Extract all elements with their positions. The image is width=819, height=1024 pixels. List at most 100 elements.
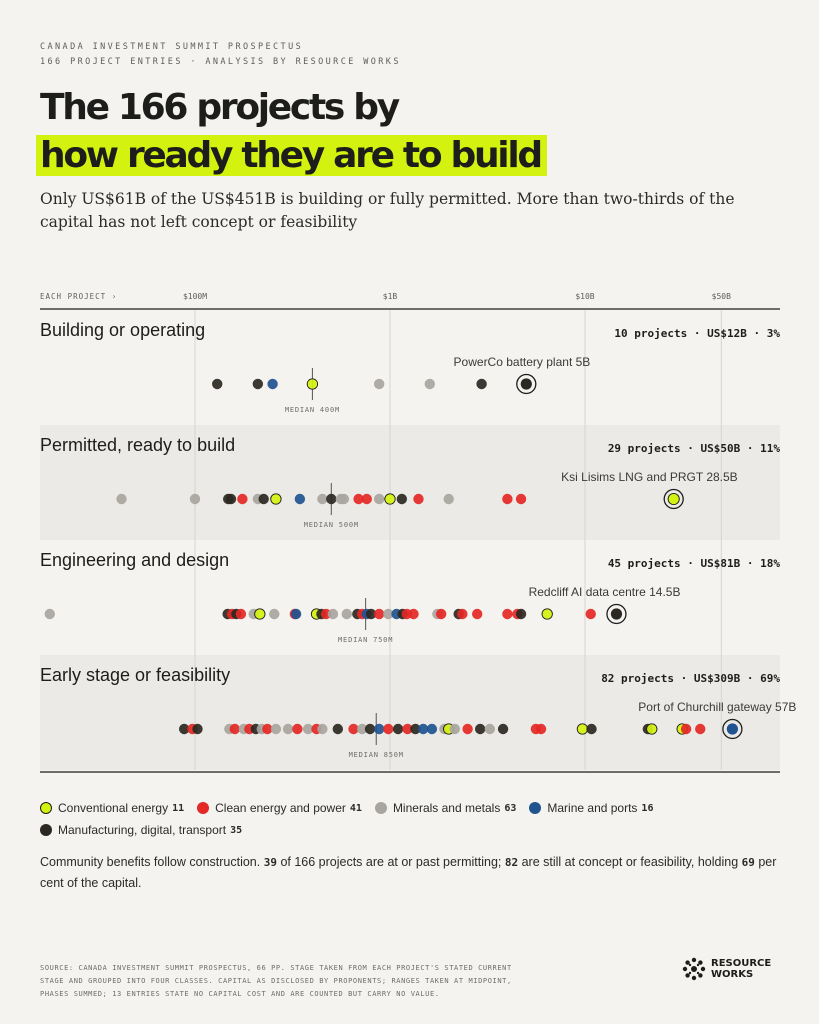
logo-line-1: RESOURCE xyxy=(711,958,772,969)
legend-count: 11 xyxy=(172,802,185,814)
data-point xyxy=(326,493,337,505)
title-line-2: how ready they are to build xyxy=(36,134,547,178)
data-point xyxy=(462,723,473,735)
legend-swatch xyxy=(374,802,387,814)
resource-works-logo: RESOURCE WORKS xyxy=(682,957,771,981)
legend-label: Clean energy and power xyxy=(215,801,346,815)
data-point xyxy=(396,493,408,505)
row-label: Permitted, ready to build xyxy=(40,435,235,455)
data-point xyxy=(426,723,438,735)
note-number-1: 39 xyxy=(263,856,277,869)
data-point xyxy=(282,723,294,735)
note-text-4: per cent of the capital. xyxy=(40,855,777,890)
data-point xyxy=(502,493,513,505)
data-point xyxy=(116,493,127,505)
highlight-ring xyxy=(663,488,684,510)
data-point xyxy=(338,493,350,505)
data-point xyxy=(356,723,368,735)
data-point xyxy=(484,723,496,735)
legend-label: Minerals and metals xyxy=(392,801,501,815)
data-point xyxy=(189,493,201,505)
data-point xyxy=(373,723,385,735)
data-point xyxy=(373,608,385,620)
subtitle: Only US$61B of the US$451B is building o… xyxy=(40,190,735,231)
data-point xyxy=(515,493,527,505)
data-point xyxy=(44,608,55,620)
source-note: SOURCE: CANADA INVESTMENT SUMMIT PROSPEC… xyxy=(40,964,512,998)
legend-label: Conventional energy xyxy=(58,801,169,815)
footnote-summary: Community benefits follow construction. … xyxy=(40,852,785,893)
data-point xyxy=(365,608,377,620)
axis-label: EACH PROJECT › xyxy=(40,292,117,301)
data-point xyxy=(586,723,597,735)
highlight-label: Redcliff AI data centre 14.5B xyxy=(529,585,681,599)
data-point xyxy=(383,608,394,620)
data-point xyxy=(383,723,394,735)
kicker-line-1: CANADA INVESTMENT SUMMIT PROSPECTUS xyxy=(40,42,304,52)
data-point xyxy=(306,378,319,390)
data-point xyxy=(402,723,413,735)
data-point xyxy=(502,608,513,620)
data-point xyxy=(413,493,424,505)
highlight-ring xyxy=(722,718,743,740)
data-point xyxy=(373,378,385,390)
data-point xyxy=(258,493,269,505)
highlight-label: PowerCo battery plant 5B xyxy=(454,355,591,369)
median-label: MEDIAN 750M xyxy=(338,636,393,644)
data-point xyxy=(476,378,487,390)
data-point xyxy=(418,723,429,735)
data-point xyxy=(270,493,282,505)
data-point xyxy=(471,608,483,620)
highlight-point xyxy=(667,492,680,506)
data-point xyxy=(178,723,190,735)
data-point xyxy=(212,378,223,390)
highlight-ring xyxy=(516,373,537,395)
legend-item-minerals: Minerals and metals 63 xyxy=(374,797,517,819)
row-band xyxy=(40,425,780,540)
data-point xyxy=(235,608,247,620)
row-summary: 10 projects · US$12B · 3% xyxy=(614,327,780,340)
data-point xyxy=(302,723,314,735)
data-point xyxy=(576,723,589,735)
readiness-dot-chart: EACH PROJECT › $100M $1B $10B $50B Building o… xyxy=(40,292,796,773)
data-point xyxy=(252,378,264,390)
data-point xyxy=(474,723,486,735)
tick-label: $50B xyxy=(712,292,731,301)
note-number-2: 82 xyxy=(504,856,519,869)
median-label: MEDIAN 400M xyxy=(285,406,340,414)
median-label: MEDIAN 500M xyxy=(304,521,359,529)
highlight-ring xyxy=(606,603,627,625)
note-text-1: Community benefits follow construction. xyxy=(40,855,264,869)
legend-item-conventional: Conventional energy 11 xyxy=(40,797,184,819)
row-label: Building or operating xyxy=(40,320,205,340)
legend-item-manufacturing: Manufacturing, digital, transport 35 xyxy=(40,819,242,841)
legend-count: 16 xyxy=(641,802,654,814)
tick-label: $100M xyxy=(183,292,207,301)
data-point xyxy=(237,493,248,505)
row-summary: 29 projects · US$50B · 11% xyxy=(608,442,781,455)
data-point xyxy=(535,723,547,735)
data-point xyxy=(384,493,396,505)
legend-label: Marine and ports xyxy=(547,801,638,815)
legend-swatch xyxy=(529,802,542,814)
row-label: Early stage or feasibility xyxy=(40,665,230,685)
median-label: MEDIAN 850M xyxy=(349,751,404,759)
row-label: Engineering and design xyxy=(40,550,229,570)
legend-item-marine: Marine and ports 16 xyxy=(529,797,653,819)
highlight-point xyxy=(726,723,738,735)
data-point xyxy=(317,493,328,505)
legend-swatch xyxy=(40,802,52,814)
data-point xyxy=(361,493,372,505)
data-point xyxy=(497,723,509,735)
data-point xyxy=(269,608,280,620)
data-point xyxy=(585,608,596,620)
legend-count: 63 xyxy=(504,802,517,814)
data-point xyxy=(435,608,447,620)
data-point xyxy=(254,608,266,620)
legend-count: 35 xyxy=(230,824,243,836)
data-point xyxy=(646,723,658,735)
highlight-point xyxy=(520,378,532,390)
data-point xyxy=(290,608,302,620)
legend-count: 41 xyxy=(349,802,362,814)
data-point xyxy=(449,723,461,735)
